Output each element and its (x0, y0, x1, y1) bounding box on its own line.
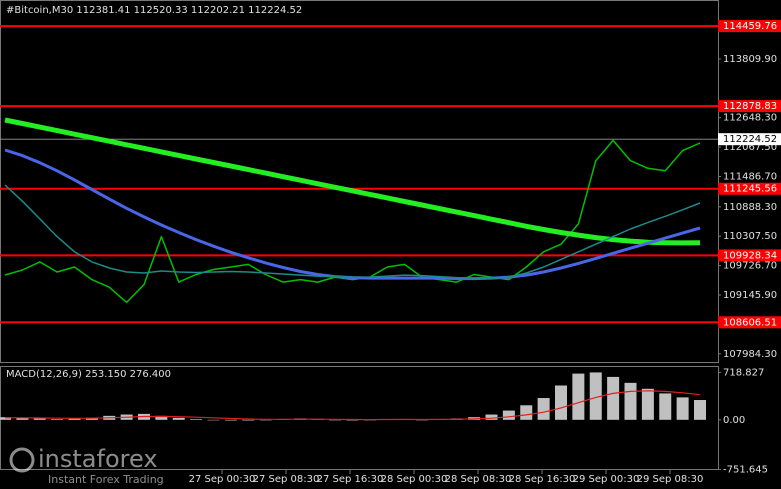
histogram-bar (346, 419, 359, 421)
histogram-bar (329, 419, 342, 421)
histogram-bar (641, 388, 654, 420)
y-tick-label: -751.645 (723, 464, 768, 475)
y-tick-label: 111486.70 (723, 172, 777, 183)
histogram-bar (537, 398, 550, 420)
histogram-bar (33, 418, 46, 420)
y-tick-label: 109726.70 (723, 261, 777, 272)
watermark-tagline: Instant Forex Trading (48, 473, 164, 486)
histogram-bar (589, 372, 602, 420)
y-tick-label: 107984.30 (723, 349, 777, 360)
level-label: 111245.56 (723, 184, 777, 195)
histogram-bar (624, 382, 637, 420)
level-label: 109928.34 (723, 250, 777, 261)
level-label: 108606.51 (723, 317, 777, 328)
x-tick-label: 28 Sep 00:30 (381, 474, 448, 485)
histogram-bar (16, 417, 29, 420)
x-tick-label: 29 Sep 08:30 (637, 474, 704, 485)
level-tag (718, 100, 781, 113)
histogram-bar (502, 410, 515, 420)
histogram-bar (51, 419, 64, 420)
histogram-bar (607, 376, 620, 420)
current-price-tag (718, 133, 781, 146)
x-tick-label: 28 Sep 16:30 (509, 474, 576, 485)
histogram-bar (207, 419, 220, 421)
signal-line (5, 390, 701, 421)
x-tick-label: 27 Sep 08:30 (253, 474, 320, 485)
histogram-bar (85, 417, 98, 420)
y-tick-label: 0.00 (723, 415, 745, 426)
histogram-bar (172, 417, 185, 420)
histogram-bar (259, 419, 272, 421)
y-tick-label: 109145.90 (723, 290, 777, 301)
series-line (4, 184, 701, 280)
histogram-bar (0, 417, 11, 420)
histogram-bar (68, 418, 81, 420)
histogram-bar (224, 419, 237, 421)
level-label: 114459.76 (723, 21, 777, 32)
y-tick-label: 112067.50 (723, 142, 777, 153)
level-tag (718, 249, 781, 262)
x-tick-label: 29 Sep 00:30 (573, 474, 640, 485)
histogram-bar (659, 393, 672, 420)
histogram-bar (242, 419, 255, 421)
histogram-bar (676, 397, 689, 420)
watermark-brand: instaforex (38, 445, 158, 473)
watermark-logo (9, 447, 35, 473)
header: #Bitcoin,M30 112381.41 112520.33 112202.… (6, 5, 302, 16)
y-tick-label: 112648.30 (723, 113, 777, 124)
macd-title: MACD(12,26,9) 253.150 276.400 (6, 369, 171, 380)
series-line (4, 139, 701, 304)
watermark: instaforex Instant Forex Trading (9, 445, 164, 486)
main-frame (0, 0, 719, 363)
histogram-bar (485, 414, 498, 420)
y-tick-label: 110888.30 (723, 202, 777, 213)
level-tag (718, 316, 781, 329)
x-tick-label: 28 Sep 08:30 (445, 474, 512, 485)
y-tick-label: 113809.90 (723, 54, 777, 65)
level-label: 112878.83 (723, 101, 777, 112)
histogram-bar (190, 419, 203, 420)
level-tag (718, 20, 781, 33)
histogram-bar (555, 385, 567, 420)
current-price-label: 112224.52 (723, 134, 777, 145)
y-tick-label: 718.827 (723, 367, 764, 378)
histogram-bar (694, 400, 706, 420)
x-tick-label: 27 Sep 00:30 (189, 474, 256, 485)
histogram-bar (155, 415, 168, 420)
histogram-bar (572, 373, 585, 420)
series-line (4, 117, 701, 246)
y-tick-label: 110307.50 (723, 231, 777, 242)
histogram-bar (520, 405, 533, 420)
level-tag (718, 182, 781, 195)
x-tick-label: 27 Sep 16:30 (317, 474, 384, 485)
